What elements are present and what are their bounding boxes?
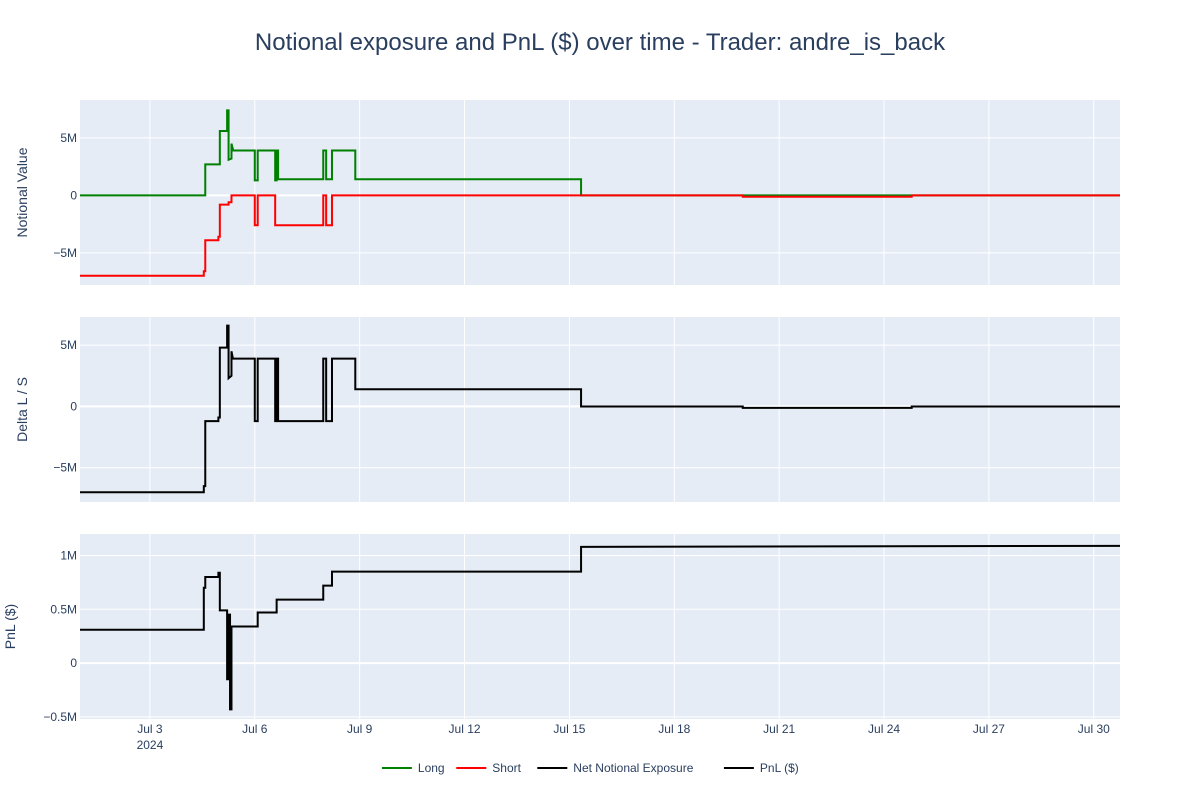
series-line-long xyxy=(80,109,1120,197)
grid-pnl xyxy=(80,534,1120,719)
panel-notional: −5M 0 5M Notional Value xyxy=(14,100,1120,285)
x-axis-ticks: Jul 3 2024 Jul 6 Jul 9 Jul 12 Jul 15 Jul 18 Jul… xyxy=(137,722,1111,752)
panel-delta: −5M 0 5M Delta L / S xyxy=(14,317,1120,502)
plot-bg-delta xyxy=(80,317,1120,502)
series-pnl xyxy=(80,544,1121,711)
y-tick-label: 0.5M xyxy=(50,602,77,616)
yticks-notional: −5M 0 5M xyxy=(53,131,77,260)
x-tick-label: Jul 30 xyxy=(1078,722,1110,736)
x-tick-label: Jul 24 xyxy=(868,722,900,736)
legend-item[interactable]: Long xyxy=(381,761,445,775)
ylabel-notional: Notional Value xyxy=(14,147,30,237)
legend-item[interactable]: Net Notional Exposure xyxy=(537,761,694,775)
legend-item[interactable]: PnL ($) xyxy=(723,761,799,775)
y-tick-label: 0 xyxy=(70,399,77,413)
legend-label: PnL ($) xyxy=(760,761,799,775)
x-tick-label: Jul 6 xyxy=(242,722,268,736)
x-tick-label: Jul 18 xyxy=(658,722,690,736)
legend[interactable]: Long Short Net Notional Exposure PnL ($) xyxy=(381,761,799,775)
y-tick-label: −0.5M xyxy=(43,710,77,724)
y-tick-label: 0 xyxy=(70,656,77,670)
ylabel-delta: Delta L / S xyxy=(14,377,30,442)
legend-label: Net Notional Exposure xyxy=(573,761,693,775)
x-tick-label: Jul 9 xyxy=(347,722,373,736)
legend-label: Short xyxy=(492,761,521,775)
y-tick-label: 1M xyxy=(60,549,77,563)
x-tick-label: Jul 27 xyxy=(973,722,1005,736)
y-tick-label: −5M xyxy=(53,461,77,475)
series-line-net-notional-exposure xyxy=(80,324,1120,494)
chart-title: Notional exposure and PnL ($) over time … xyxy=(255,29,946,56)
yticks-delta: −5M 0 5M xyxy=(53,338,77,475)
series-delta xyxy=(80,324,1120,494)
series-line-pnl xyxy=(80,544,1121,711)
plot-bg-notional xyxy=(80,100,1120,285)
legend-item[interactable]: Short xyxy=(456,761,522,775)
x-tick-label: Jul 12 xyxy=(449,722,481,736)
series-line-short xyxy=(80,194,1120,277)
series-notional xyxy=(80,109,1120,277)
x-tick-label: Jul 15 xyxy=(553,722,585,736)
y-tick-label: 5M xyxy=(60,131,77,145)
y-tick-label: −5M xyxy=(53,246,77,260)
legend-label: Long xyxy=(418,761,445,775)
x-tick-sublabel: 2024 xyxy=(137,738,164,752)
panel-pnl: −0.5M 0 0.5M 1M PnL ($) xyxy=(2,534,1121,724)
y-tick-label: 0 xyxy=(70,188,77,202)
y-tick-label: 5M xyxy=(60,338,77,352)
x-tick-label: Jul 21 xyxy=(763,722,795,736)
yticks-pnl: −0.5M 0 0.5M 1M xyxy=(43,549,77,724)
ylabel-pnl: PnL ($) xyxy=(2,604,18,649)
x-tick-label: Jul 3 xyxy=(137,722,163,736)
